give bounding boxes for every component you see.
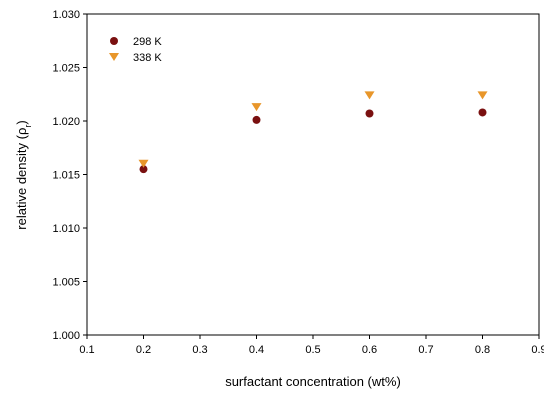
- data-point-338k: [364, 91, 375, 100]
- data-point-338k: [138, 159, 149, 168]
- legend-marker-338k: [109, 53, 119, 61]
- y-tick-label: 1.005: [52, 277, 80, 289]
- y-tick-label: 1.010: [52, 223, 80, 235]
- data-point-298k: [365, 109, 374, 118]
- x-tick-label: 0.8: [475, 344, 490, 356]
- x-tick-label: 0.6: [362, 344, 377, 356]
- data-point-298k: [478, 108, 487, 117]
- x-tick-label: 0.9: [531, 344, 544, 356]
- y-tick-label: 1.025: [52, 63, 80, 75]
- legend: 298 K 338 K: [109, 36, 162, 64]
- data-point-338k: [477, 91, 488, 100]
- x-axis: 0.1 0.2 0.3 0.4 0.5 0.6 0.7 0.8 0.9: [79, 335, 544, 356]
- data-points: [138, 91, 488, 174]
- y-tick-label: 1.015: [52, 170, 80, 182]
- y-tick-label: 1.030: [52, 9, 80, 21]
- y-axis-title-main: relative density (ρ: [14, 128, 29, 230]
- x-axis-title: surfactant concentration (wt%): [225, 374, 401, 389]
- x-tick-label: 0.2: [136, 344, 151, 356]
- y-axis-title-close: ): [14, 120, 29, 124]
- data-point-298k: [252, 115, 261, 124]
- y-axis-title: relative density (ρr): [14, 120, 33, 229]
- x-tick-label: 0.1: [79, 344, 94, 356]
- legend-marker-298k: [110, 37, 118, 45]
- y-axis-title-subscript: r: [23, 125, 33, 128]
- legend-label-298k: 298 K: [133, 36, 162, 48]
- y-axis: 1.000 1.005 1.010 1.015 1.020 1.025 1.030: [52, 9, 87, 342]
- x-tick-label: 0.5: [305, 344, 320, 356]
- x-tick-label: 0.3: [192, 344, 207, 356]
- data-point-338k: [251, 103, 262, 112]
- x-tick-label: 0.4: [249, 344, 264, 356]
- y-tick-label: 1.020: [52, 116, 80, 128]
- legend-label-338k: 338 K: [133, 52, 162, 64]
- data-point-298k: [139, 165, 148, 174]
- y-tick-label: 1.000: [52, 330, 80, 342]
- x-tick-label: 0.7: [418, 344, 433, 356]
